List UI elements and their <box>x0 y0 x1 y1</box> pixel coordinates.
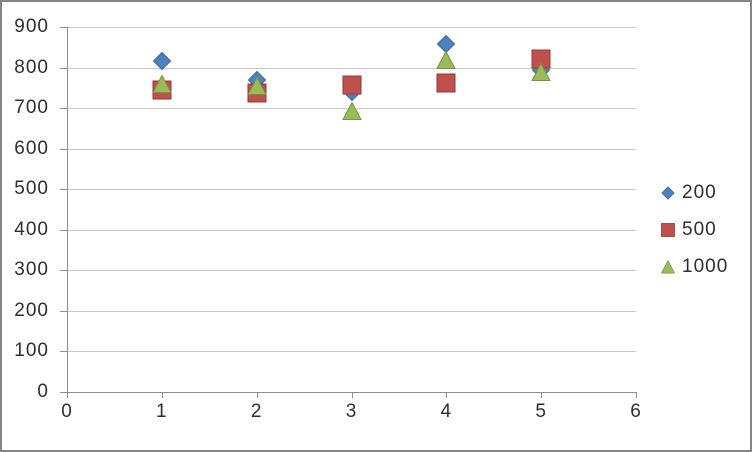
y-axis-tick-label: 600 <box>14 137 49 159</box>
y-axis-line <box>67 27 68 397</box>
y-axis-tick-label: 300 <box>14 259 49 281</box>
y-axis-tick <box>60 108 67 110</box>
x-axis-tick <box>636 393 637 398</box>
y-axis-tick-label: 200 <box>14 299 49 321</box>
diamond-marker-icon <box>661 185 675 200</box>
y-axis-tick <box>60 270 67 272</box>
y-axis-tick <box>60 229 67 231</box>
triangle-marker-icon <box>660 259 676 274</box>
data-point-500-x3 <box>341 74 363 96</box>
x-axis-tick-label: 1 <box>156 401 168 422</box>
data-point-1000-x3 <box>341 100 363 122</box>
y-axis-tick-label: 0 <box>37 381 49 402</box>
x-axis-tick <box>446 393 448 398</box>
x-axis-tick <box>351 393 353 398</box>
legend-label: 500 <box>682 218 717 240</box>
gridline-y-900 <box>67 27 636 28</box>
x-axis-tick-label: 3 <box>345 401 358 422</box>
y-axis-tick <box>60 392 67 393</box>
gridline-y-200 <box>67 310 636 312</box>
legend-item-1000: 1000 <box>660 248 728 285</box>
legend-label: 200 <box>682 181 717 203</box>
y-axis-tick-label: 800 <box>14 56 49 78</box>
y-axis-tick <box>60 67 67 69</box>
x-axis-line <box>67 392 637 393</box>
data-point-1000-x2 <box>246 75 268 97</box>
y-axis-tick-label: 700 <box>14 97 49 119</box>
gridline-y-100 <box>67 351 636 353</box>
gridline-y-500 <box>67 189 636 191</box>
gridline-y-300 <box>67 270 636 272</box>
legend-item-500: 500 <box>660 211 728 248</box>
gridline-y-400 <box>67 229 636 231</box>
data-point-1000-x5 <box>530 61 552 83</box>
x-axis-tick-label: 4 <box>440 401 453 422</box>
x-axis-tick <box>256 393 258 398</box>
y-axis-tick-label: 100 <box>14 340 49 362</box>
y-axis-tick-label: 500 <box>14 178 49 200</box>
y-axis-tick-label: 400 <box>14 218 49 240</box>
x-axis-tick <box>541 393 543 398</box>
x-axis-tick-label: 0 <box>61 401 73 422</box>
gridline-y-800 <box>67 67 636 69</box>
x-axis-tick <box>67 393 68 398</box>
y-axis-tick <box>60 148 67 150</box>
x-axis-tick-label: 5 <box>535 401 547 422</box>
y-axis-tick <box>60 310 67 312</box>
square-marker-icon <box>661 222 675 237</box>
y-axis-tick <box>60 189 67 191</box>
x-axis-tick-label: 6 <box>630 401 642 422</box>
legend: 200 500 1000 <box>660 174 728 285</box>
legend-label: 1000 <box>682 255 729 277</box>
gridline-y-600 <box>67 148 636 150</box>
data-point-1000-x1 <box>151 73 173 95</box>
y-axis-tick <box>60 351 67 353</box>
data-point-1000-x4 <box>435 49 457 71</box>
x-axis-tick-label: 2 <box>250 401 263 422</box>
x-axis-tick <box>161 393 163 398</box>
legend-item-200: 200 <box>660 174 728 211</box>
data-point-500-x4 <box>435 72 457 94</box>
y-axis-tick <box>60 27 67 28</box>
data-point-200-x1 <box>151 50 173 72</box>
y-axis-tick-label: 900 <box>14 16 49 37</box>
